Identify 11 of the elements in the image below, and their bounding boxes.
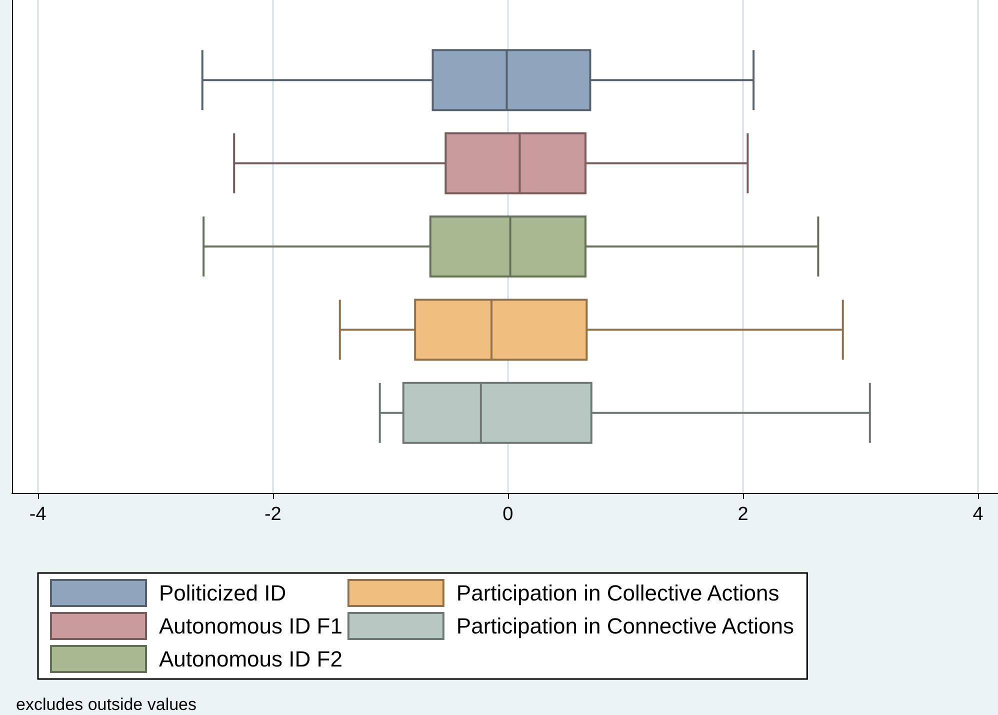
- legend-label: Participation in Collective Actions: [456, 580, 780, 606]
- text: excludes outside values: [16, 695, 197, 714]
- x-tick-label: -4: [29, 504, 47, 525]
- x-tick-label: 2: [738, 504, 748, 525]
- legend-label: Politicized ID: [159, 580, 286, 606]
- legend-label: Autonomous ID F2: [159, 646, 342, 672]
- legend-label: Participation in Connective Actions: [456, 614, 794, 638]
- legend-label: Autonomous ID F1: [159, 614, 342, 638]
- x-tick-label: 0: [502, 504, 514, 525]
- x-tick-label: -2: [264, 504, 282, 525]
- x-tick-label: 4: [972, 504, 984, 525]
